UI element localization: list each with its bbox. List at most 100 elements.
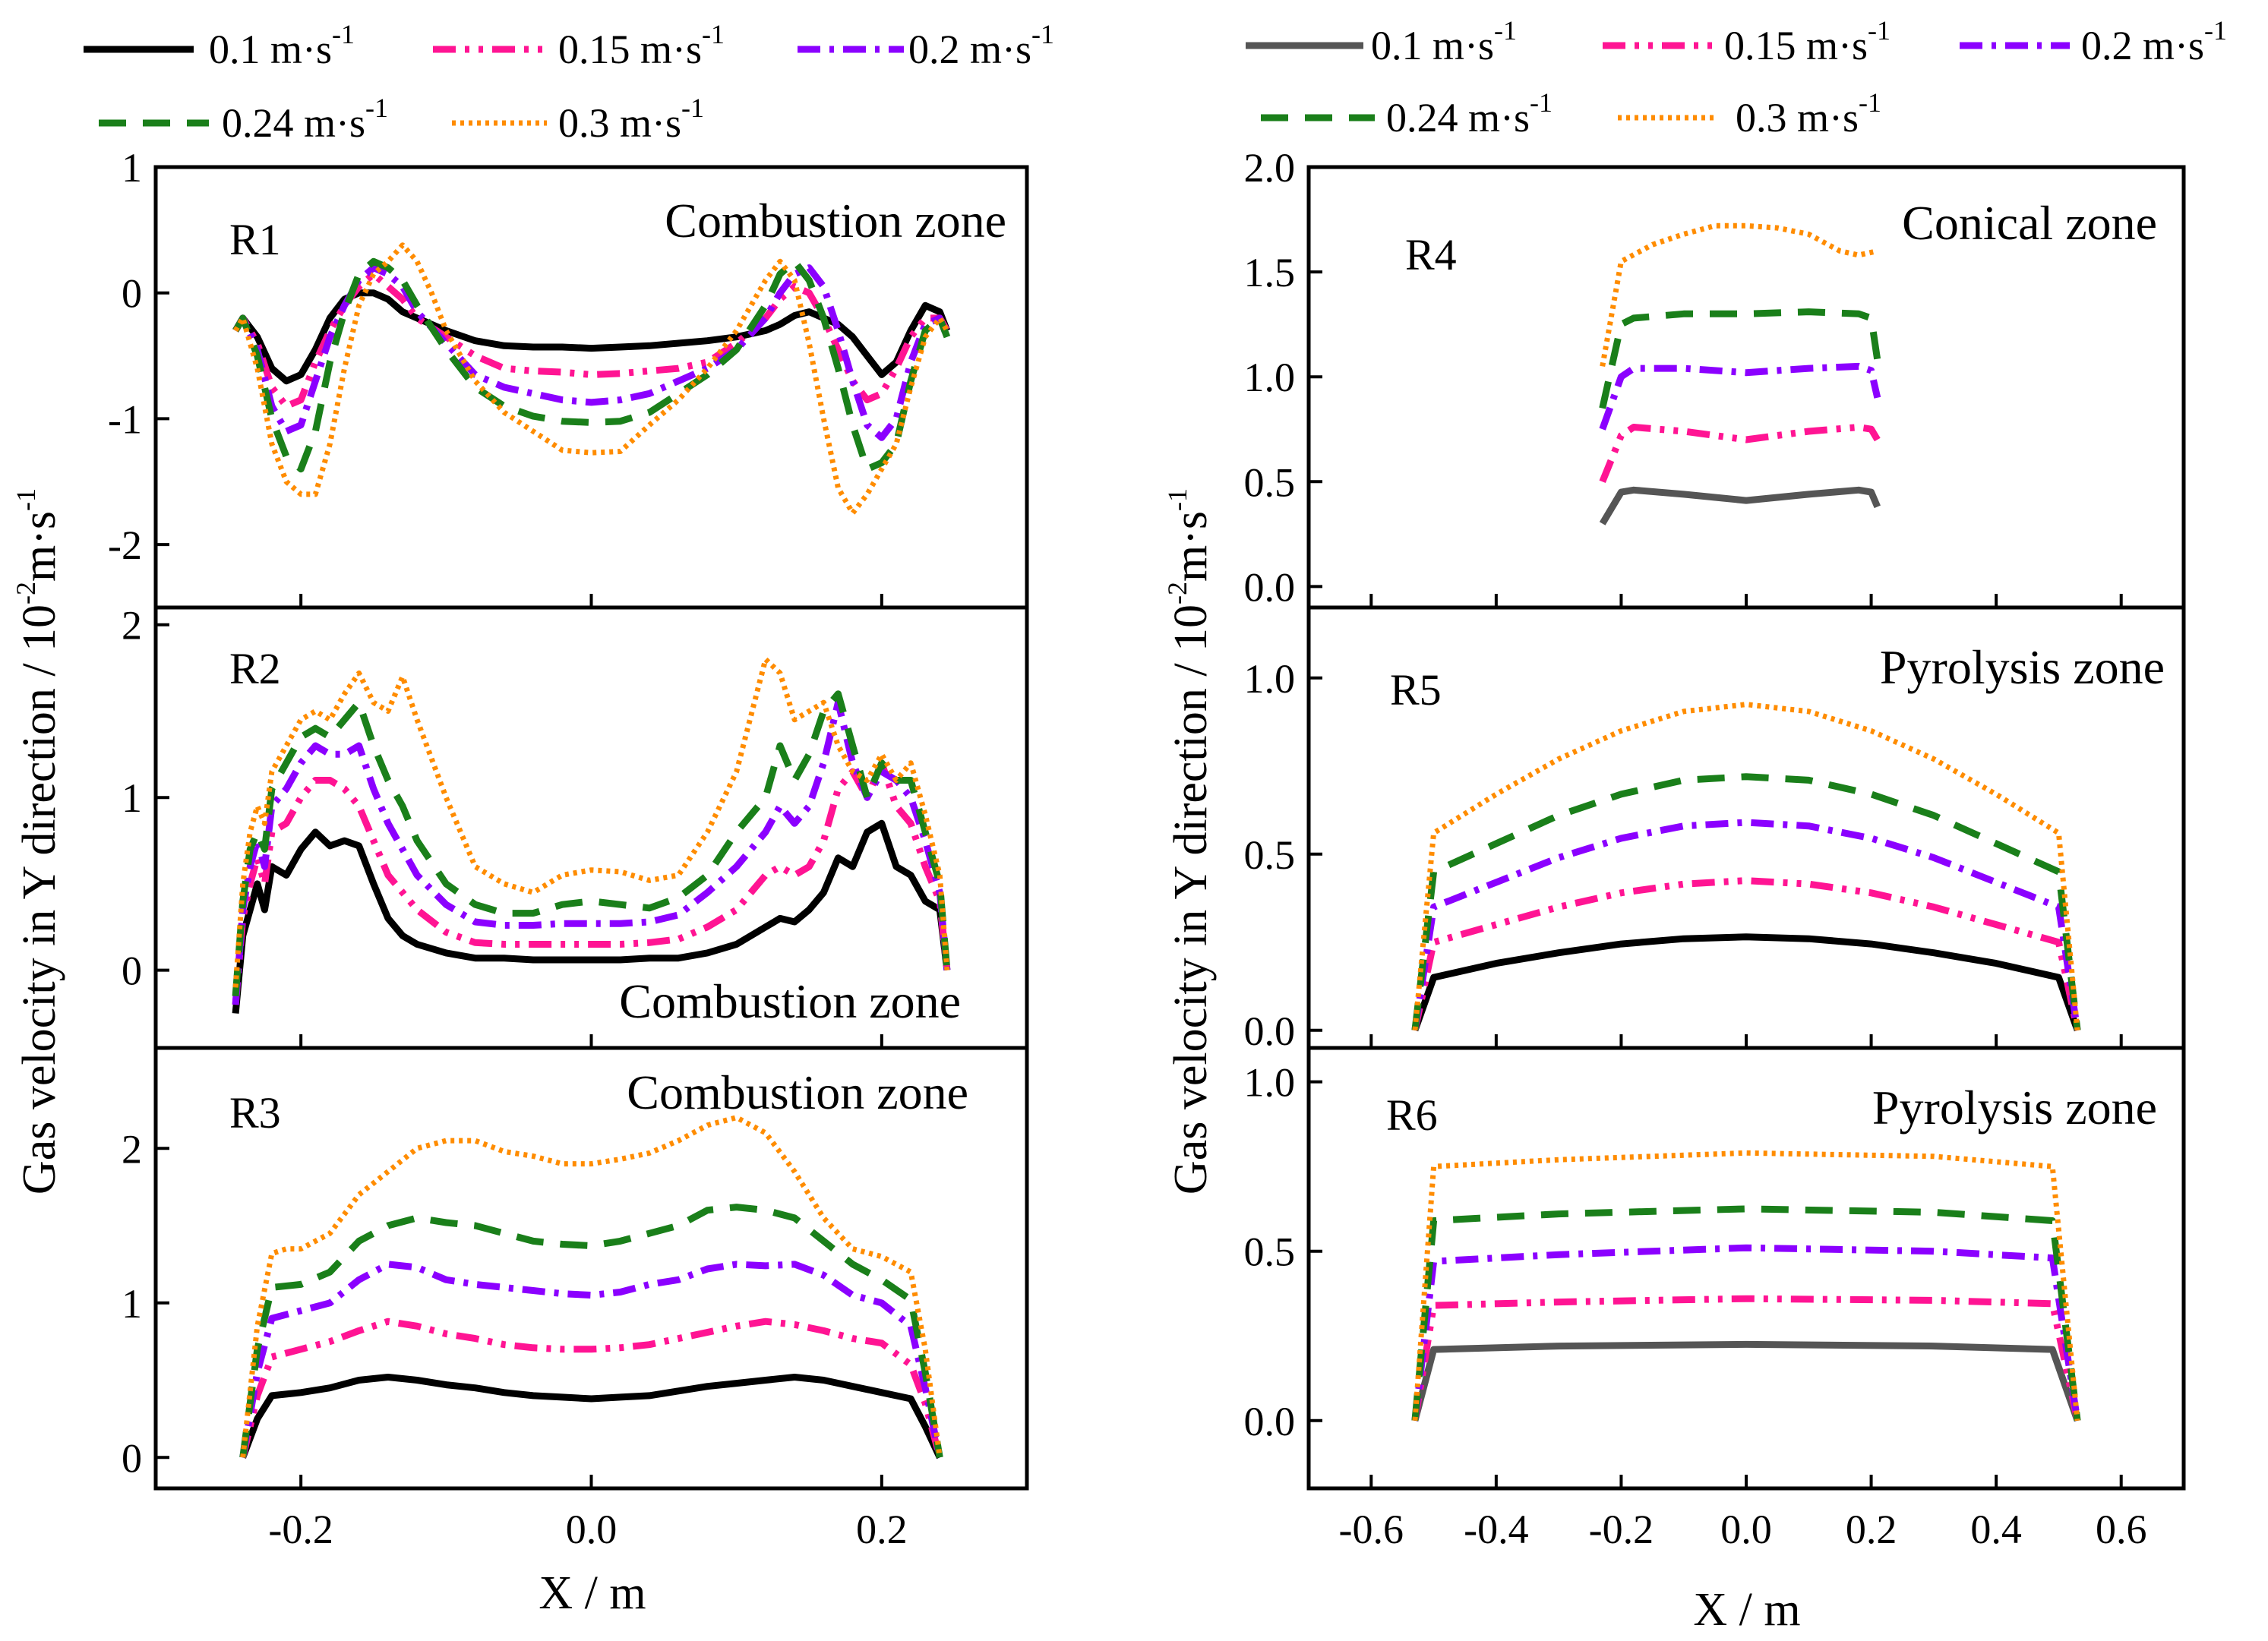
series-line-r4-v015 — [1599, 424, 1881, 483]
series-line-r6-v03 — [1412, 1150, 2080, 1422]
series-line-r3-v02 — [239, 1261, 943, 1459]
series-line-r1-v01 — [232, 289, 951, 385]
y-tick-label: 0 — [122, 1435, 142, 1481]
panel-r6: 0.0 0.5 1.0 -0.6 -0.4 -0.2 0.0 0.2 0.4 0.6 R6 Pyrol… — [1244, 1046, 2186, 1552]
y-tick-label: 0.5 — [1244, 832, 1296, 878]
series-line-r2-v01 — [232, 819, 951, 1014]
y-tick-label: 1 — [122, 1281, 142, 1327]
zone-label: Pyrolysis zone — [1880, 640, 2165, 694]
x-tick-label: 0.6 — [2096, 1507, 2147, 1552]
right-ylabel: Gas velocity in Y direction / 10-2m·s-1 — [1162, 488, 1217, 1194]
panel-r5: 0.0 0.5 1.0 R5 Pyrolysis zone — [1244, 605, 2186, 1054]
series-line-r4-v02 — [1599, 362, 1881, 431]
series-line-r2-v02 — [232, 699, 951, 1005]
legend-left-label-v01: 0.1 m·s-1 — [209, 19, 355, 72]
x-tick-label: 0.0 — [566, 1507, 618, 1552]
y-tick-label: 0 — [122, 271, 142, 317]
y-tick-label: 1 — [122, 145, 142, 191]
zone-label: Combustion zone — [619, 974, 961, 1028]
y-tick-label: 1.0 — [1244, 355, 1296, 400]
x-tick-label: -0.2 — [268, 1507, 333, 1552]
y-tick-label: 0.5 — [1244, 459, 1296, 505]
zone-label: Conical zone — [1902, 196, 2157, 250]
x-tick-label: 0.0 — [1720, 1507, 1772, 1552]
panel-r4: 0.0 0.5 1.0 1.5 2.0 R4 Conical zone — [1244, 145, 2186, 610]
y-tick-label: 0.0 — [1244, 1399, 1296, 1444]
zone-label: Pyrolysis zone — [1872, 1081, 2157, 1134]
right-xlabel: X / m — [1693, 1584, 1800, 1636]
series-line-r5-v02 — [1411, 819, 2081, 1031]
y-tick-label: -2 — [108, 522, 142, 568]
zone-label: Combustion zone — [665, 194, 1006, 248]
panel-id-label: R6 — [1386, 1090, 1438, 1140]
panel-r1: -2 -1 0 1 R1 Combustion zone — [108, 145, 1029, 610]
panel-id-label: R3 — [229, 1088, 281, 1138]
series-group — [1411, 702, 2081, 1032]
y-tick-label: 2.0 — [1244, 145, 1296, 191]
series-line-r2-v03 — [232, 656, 950, 988]
series-line-r4-v03 — [1600, 222, 1878, 368]
legend-right-label-v02: 0.2 m·s-1 — [2081, 15, 2227, 68]
x-tick-label: 0.2 — [856, 1507, 908, 1552]
left-ylabel: Gas velocity in Y direction / 10-2m·s-1 — [11, 488, 65, 1194]
x-tick-label: -0.6 — [1339, 1507, 1404, 1552]
legend-left-label-v02: 0.2 m·s-1 — [908, 19, 1054, 72]
series-line-r4-v01_right — [1599, 486, 1881, 525]
legend-left: 0.1 m·s-1 0.15 m·s-1 0.2 m·s-1 0.24 m·s-… — [84, 19, 1054, 146]
y-tick-label: 1.0 — [1244, 656, 1296, 702]
series-group — [1411, 1150, 2081, 1422]
series-line-r1-v015 — [232, 270, 950, 410]
series-line-r3-v015 — [239, 1318, 943, 1459]
x-tick-label: 0.4 — [1970, 1507, 2022, 1552]
y-tick-label: 2 — [122, 1126, 142, 1172]
series-line-r6-v02 — [1411, 1244, 2081, 1422]
series-group — [232, 242, 951, 516]
series-line-r1-v024 — [232, 257, 951, 473]
series-line-r2-v024 — [232, 690, 951, 997]
panel-id-label: R2 — [229, 644, 281, 693]
y-tick-label: 0 — [122, 948, 142, 994]
panel-id-label: R4 — [1405, 230, 1457, 279]
y-tick-label: 0.0 — [1244, 564, 1296, 610]
legend-left-label-v015: 0.15 m·s-1 — [558, 19, 725, 72]
legend-right-label-v01: 0.1 m·s-1 — [1371, 15, 1517, 68]
y-tick-label: 0.0 — [1244, 1008, 1296, 1054]
series-line-r5-v01 — [1411, 933, 2081, 1032]
legend-left-label-v024: 0.24 m·s-1 — [222, 93, 388, 146]
legend-right-label-v015: 0.15 m·s-1 — [1724, 15, 1891, 68]
series-line-r5-v015 — [1411, 877, 2081, 1031]
y-tick-label: 0.5 — [1244, 1229, 1296, 1275]
series-line-r4-v024 — [1599, 308, 1881, 409]
legend-left-label-v03: 0.3 m·s-1 — [558, 93, 704, 146]
y-tick-label: -1 — [108, 396, 142, 442]
series-line-r1-v02 — [232, 264, 951, 441]
y-tick-label: 1 — [122, 775, 142, 821]
legend-right-label-v03: 0.3 m·s-1 — [1736, 87, 1881, 140]
legend-right: 0.1 m·s-1 0.15 m·s-1 0.2 m·s-1 0.24 m·s-… — [1246, 15, 2227, 140]
left-xlabel: X / m — [539, 1567, 646, 1619]
series-line-r1-v03 — [233, 242, 949, 516]
x-tick-label: 0.2 — [1846, 1507, 1897, 1552]
series-group — [232, 656, 951, 1014]
series-line-r6-v01_right — [1411, 1340, 2081, 1422]
x-tick-label: -0.4 — [1464, 1507, 1528, 1552]
zone-label: Combustion zone — [627, 1065, 968, 1119]
series-group — [1599, 222, 1881, 525]
series-line-r3-v01 — [239, 1374, 943, 1460]
y-tick-label: 1.0 — [1244, 1060, 1296, 1106]
y-tick-label: 1.5 — [1244, 250, 1296, 295]
legend-right-label-v024: 0.24 m·s-1 — [1386, 87, 1553, 140]
series-group — [239, 1115, 943, 1460]
x-tick-label: -0.2 — [1589, 1507, 1654, 1552]
series-line-r5-v03 — [1412, 702, 2080, 1031]
panel-r3: 0 1 2 -0.2 0.0 0.2 R3 Combustion zone — [122, 1046, 1029, 1552]
panel-id-label: R1 — [229, 215, 281, 264]
y-tick-label: 2 — [122, 603, 142, 649]
series-line-r5-v024 — [1411, 773, 2081, 1031]
panel-r2: 0 1 2 R2 Combustion zone — [122, 603, 1029, 1050]
series-line-r3-v03 — [240, 1115, 943, 1458]
series-line-r2-v015 — [232, 759, 951, 1005]
series-line-r6-v024 — [1411, 1205, 2081, 1422]
series-line-r6-v015 — [1411, 1295, 2081, 1422]
